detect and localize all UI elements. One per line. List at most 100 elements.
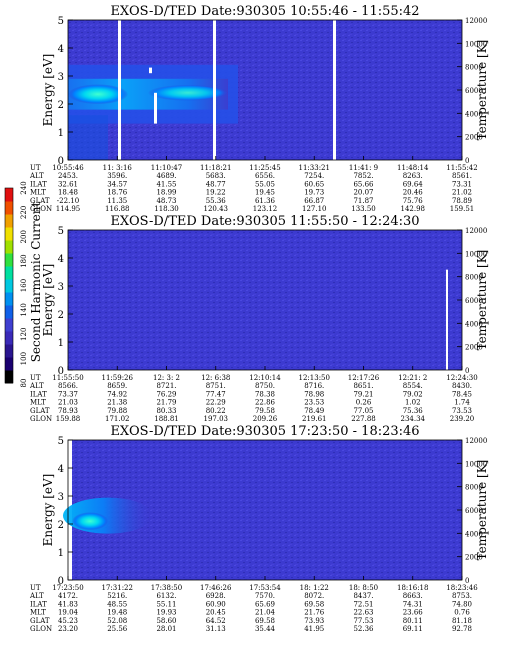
ephemeris-value: 21.38 xyxy=(107,399,127,407)
ephemeris-value: 55.11 xyxy=(156,600,176,608)
ephemeris-value: 21.02 xyxy=(452,189,472,197)
ephemeris-value: 11.35 xyxy=(107,197,127,205)
colorbar-frame xyxy=(4,187,14,384)
ephemeris-value: 12:17:26 xyxy=(348,374,380,382)
ephemeris-value: 11:48:14 xyxy=(397,164,429,172)
ephemeris-value: 23.66 xyxy=(403,609,424,617)
ephemeris-value: 120.43 xyxy=(204,205,229,213)
colorbar-swatch xyxy=(5,318,13,332)
ephemeris-row-label: ALT xyxy=(29,592,44,600)
ephemeris-value: 17:23:50 xyxy=(52,584,83,592)
ephemeris-value: 118.30 xyxy=(154,205,179,213)
ephemeris-row-label: ILAT xyxy=(30,600,47,608)
ephemeris-value: 73.93 xyxy=(304,617,324,625)
data-gap xyxy=(446,269,448,370)
ephemeris-value: 18:23:46 xyxy=(446,584,478,592)
y2-tick-label: 4000 xyxy=(465,320,483,328)
colorbar-tick-label: 220 xyxy=(20,206,28,219)
y-tick-label: 1 xyxy=(58,338,64,349)
ephemeris-value: 127.10 xyxy=(302,205,327,213)
ephemeris-value: 18:16:18 xyxy=(397,584,428,592)
ephemeris-value: 22.29 xyxy=(206,399,226,407)
colorbar-tick-label: 200 xyxy=(20,230,28,243)
ephemeris-value: 20.45 xyxy=(206,609,226,617)
ephemeris-value: 234.34 xyxy=(401,415,426,423)
colorbar-swatch xyxy=(5,292,13,306)
ephemeris-value: 64.52 xyxy=(206,617,226,625)
ephemeris-row-label: MLT xyxy=(30,399,46,407)
ephemeris-value: 69.58 xyxy=(255,617,275,625)
y-axis-label: Energy [eV] xyxy=(41,264,55,337)
spectrogram-features xyxy=(63,440,153,580)
ephemeris-value: 41.83 xyxy=(58,600,78,608)
colorbar: 80 100 120 140 160 180 200 220 240 xyxy=(4,181,28,387)
ephemeris-value: 25.56 xyxy=(107,625,128,633)
y-axis-label: Energy [eV] xyxy=(41,474,55,547)
ephemeris-value: 114.95 xyxy=(56,205,81,213)
ephemeris-value: 79.21 xyxy=(353,390,373,398)
y-tick-label: 1 xyxy=(58,128,64,139)
colorbar-swatch xyxy=(5,227,13,241)
ephemeris-value: 8263. xyxy=(403,172,423,180)
ephemeris-value: 75.76 xyxy=(403,197,424,205)
ephemeris-value: 12:24:30 xyxy=(446,374,477,382)
ephemeris-value: 48.73 xyxy=(156,197,176,205)
colorbar-swatch xyxy=(5,240,13,254)
ephemeris-value: 8561. xyxy=(452,172,472,180)
ephemeris-value: 12: 6:38 xyxy=(201,374,230,382)
spectrogram-features xyxy=(68,20,336,160)
ephemeris-row-label: MLT xyxy=(30,609,46,617)
ephemeris-row-label: UT xyxy=(30,374,41,382)
ephemeris-row-label: UT xyxy=(30,164,41,172)
y-axis-label: Energy [eV] xyxy=(41,54,55,127)
ephemeris-value: 61.36 xyxy=(255,197,276,205)
ephemeris-value: 69.64 xyxy=(403,180,424,188)
colorbar-swatch xyxy=(5,279,13,293)
ephemeris-value: 10:55:46 xyxy=(52,164,84,172)
ephemeris-value: 116.88 xyxy=(105,205,130,213)
ephemeris-value: 73.53 xyxy=(452,407,472,415)
y2-tick-label: 2000 xyxy=(465,554,483,562)
ephemeris-value: 65.66 xyxy=(353,180,374,188)
y-tick-label: 5 xyxy=(58,226,64,237)
spectrogram-background xyxy=(68,230,462,370)
ephemeris-value: 18: 1:22 xyxy=(300,584,329,592)
ephemeris-value: 18.99 xyxy=(156,189,176,197)
ephemeris-row-label: ILAT xyxy=(30,180,47,188)
y2-tick-label: 12000 xyxy=(465,437,487,445)
ephemeris-value: 12:21: 2 xyxy=(398,374,427,382)
ephemeris-value: 1.02 xyxy=(405,399,421,407)
saturation-mark xyxy=(154,92,157,124)
ephemeris-value: 12:13:50 xyxy=(299,374,330,382)
ephemeris-value: 188.81 xyxy=(154,415,179,423)
ephemeris-value: 17:53:54 xyxy=(249,584,281,592)
colorbar-swatch xyxy=(5,344,13,358)
ephemeris-value: -22.10 xyxy=(57,197,79,205)
ephemeris-value: 8430. xyxy=(452,382,472,390)
y-tick-label: 4 xyxy=(58,44,64,55)
ephemeris-row-label: GLAT xyxy=(30,197,50,205)
ephemeris-value: 6132. xyxy=(156,592,176,600)
ephemeris-value: 52.36 xyxy=(353,625,374,633)
ephemeris-value: 55.36 xyxy=(206,197,227,205)
ephemeris-value: 171.02 xyxy=(105,415,130,423)
y2-tick-label: 8000 xyxy=(465,484,483,492)
ephemeris-value: 60.65 xyxy=(304,180,324,188)
colorbar-swatch xyxy=(5,305,13,319)
ephemeris-value: 6928. xyxy=(206,592,226,600)
ephemeris-value: 21.04 xyxy=(255,609,276,617)
ephemeris-value: 74.31 xyxy=(403,600,423,608)
panel-1: EXOS-D/TED Date:930305 10:55:46 - 11:55:… xyxy=(29,4,489,213)
ephemeris-value: 35.44 xyxy=(255,625,276,633)
ephemeris-value: 23.20 xyxy=(58,625,78,633)
ephemeris-value: 17:31:22 xyxy=(102,584,133,592)
y2-axis-label: Temperature [K] xyxy=(475,250,489,351)
ephemeris-value: 74.80 xyxy=(452,600,472,608)
ephemeris-value: 19.22 xyxy=(206,189,226,197)
ephemeris-value: 71.87 xyxy=(353,197,373,205)
ephemeris-value: 22.63 xyxy=(353,609,373,617)
y-tick-label: 3 xyxy=(58,282,64,293)
y2-tick-label: 12000 xyxy=(465,227,487,235)
ephemeris-value: 74.92 xyxy=(107,390,127,398)
ephemeris-value: 8716. xyxy=(304,382,324,390)
